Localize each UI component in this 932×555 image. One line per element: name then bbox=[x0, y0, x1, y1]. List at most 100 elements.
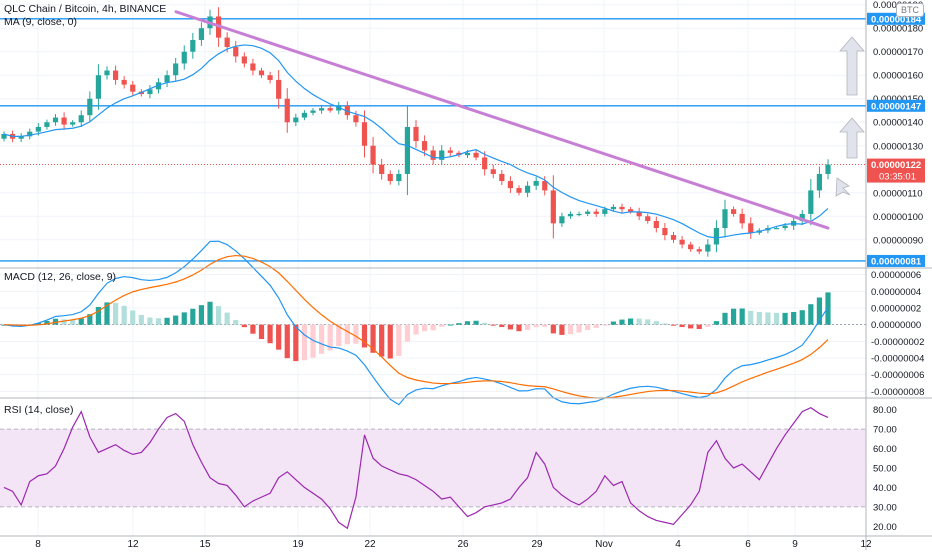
level-price-tag-label: 0.00000147 bbox=[871, 101, 921, 112]
candle-body bbox=[490, 169, 496, 174]
time-axis-label: 26 bbox=[457, 539, 469, 550]
candle-body bbox=[336, 105, 342, 111]
macd-histogram-bar bbox=[353, 324, 359, 344]
price-axis-label: 0.00000130 bbox=[873, 141, 923, 152]
macd-histogram-bar bbox=[301, 324, 308, 361]
candle-body bbox=[190, 39, 196, 52]
candle-body bbox=[748, 223, 754, 233]
candle-body bbox=[559, 216, 565, 224]
macd-histogram-bar bbox=[181, 312, 187, 325]
macd-histogram-bar bbox=[198, 305, 205, 325]
macd-histogram-bar bbox=[215, 306, 222, 325]
candle-body bbox=[482, 157, 488, 170]
macd-histogram-bar bbox=[782, 312, 788, 325]
level-price-tag bbox=[867, 254, 925, 267]
macd-histogram-bar bbox=[748, 310, 754, 325]
macd-indicator-label[interactable]: MACD (12, 26, close, 9) bbox=[4, 271, 117, 283]
macd-axis-label: 0.00000004 bbox=[871, 287, 921, 298]
up-arrow-icon bbox=[839, 36, 865, 96]
candle-body bbox=[808, 190, 814, 214]
macd-histogram-bar bbox=[593, 324, 599, 328]
current-price-label: 0.00000122 bbox=[871, 160, 921, 171]
candle-body bbox=[430, 150, 436, 160]
candle-body bbox=[730, 209, 737, 214]
rsi-indicator-label[interactable]: RSI (14, close) bbox=[4, 404, 74, 416]
candle-body bbox=[722, 209, 728, 229]
macd-histogram-bar bbox=[688, 324, 694, 329]
macd-histogram-bar bbox=[164, 317, 170, 325]
candle-body bbox=[585, 211, 591, 214]
candle-body bbox=[1, 134, 7, 139]
candle-body bbox=[44, 122, 50, 127]
candle-body bbox=[104, 70, 110, 76]
macd-histogram-bar bbox=[336, 324, 342, 347]
macd-histogram-bar bbox=[258, 324, 265, 339]
macd-histogram-bar bbox=[430, 324, 436, 331]
macd-histogram-bar bbox=[190, 308, 196, 325]
ma-indicator-label[interactable]: MA (9, close, 0) bbox=[4, 16, 77, 28]
rsi-band bbox=[0, 429, 866, 507]
candle-body bbox=[550, 190, 556, 224]
candle-body bbox=[181, 51, 187, 64]
macd-histogram-bar bbox=[825, 292, 831, 325]
macd-histogram-bar bbox=[662, 323, 668, 325]
macd-histogram-bar bbox=[233, 320, 239, 325]
candle-body bbox=[78, 115, 84, 123]
candle-body bbox=[773, 228, 780, 230]
candle-body bbox=[619, 206, 625, 210]
rsi-axis-label: 80.00 bbox=[873, 405, 897, 416]
candle-body bbox=[610, 206, 617, 210]
macd-histogram-bar bbox=[653, 321, 659, 325]
candle-body bbox=[95, 75, 102, 99]
macd-histogram-bar bbox=[619, 319, 625, 325]
candle-body bbox=[293, 117, 299, 123]
candle-body bbox=[464, 152, 471, 156]
macd-histogram-bar bbox=[567, 324, 574, 335]
macd-histogram-bar bbox=[52, 318, 59, 325]
macd-histogram-bar bbox=[207, 301, 213, 325]
macd-histogram-bar bbox=[310, 324, 316, 358]
macd-histogram-bar bbox=[696, 324, 702, 329]
macd-histogram-bar bbox=[421, 324, 428, 332]
time-axis-label: 29 bbox=[531, 539, 543, 550]
price-axis-label: 0.00000110 bbox=[873, 188, 923, 199]
macd-histogram-bar bbox=[516, 324, 522, 332]
current-price-tag bbox=[867, 158, 925, 183]
macd-histogram-bar bbox=[524, 324, 531, 330]
up-arrow-icon bbox=[839, 117, 865, 159]
macd-axis-label: -0.00000004 bbox=[871, 354, 924, 365]
level-price-tag bbox=[867, 99, 925, 112]
macd-histogram-bar bbox=[670, 324, 677, 326]
candle-body bbox=[284, 98, 290, 123]
macd-histogram-bar bbox=[112, 303, 119, 325]
countdown-label: 03:35:01 bbox=[879, 172, 916, 183]
macd-axis-label: -0.00000008 bbox=[871, 387, 924, 398]
candle-body bbox=[241, 56, 247, 64]
macd-histogram-bar bbox=[456, 323, 462, 325]
macd-histogram-bar bbox=[387, 324, 393, 359]
macd-histogram-bar bbox=[95, 306, 102, 325]
candle-body bbox=[121, 79, 127, 85]
macd-histogram-bar bbox=[370, 324, 376, 353]
macd-histogram-bar bbox=[816, 297, 823, 325]
macd-histogram-bar bbox=[576, 324, 582, 333]
rsi-axis-label: 30.00 bbox=[873, 502, 897, 513]
macd-histogram-bar bbox=[173, 315, 179, 325]
currency-badge[interactable]: BTC bbox=[896, 3, 924, 17]
macd-histogram-bar bbox=[722, 312, 728, 325]
macd-histogram-bar bbox=[542, 324, 548, 327]
candle-body bbox=[70, 122, 76, 125]
macd-histogram-bar bbox=[791, 312, 797, 325]
macd-histogram-bar bbox=[87, 314, 93, 325]
macd-histogram-bar bbox=[679, 324, 685, 328]
trendline bbox=[174, 10, 830, 230]
macd-histogram-bar bbox=[396, 324, 402, 357]
candle-body bbox=[276, 79, 282, 99]
symbol-title: QLC Chain / Bitcoin, 4h, BINANCE bbox=[4, 3, 167, 15]
price-axis-label: 0.00000100 bbox=[873, 212, 923, 223]
macd-histogram-bar bbox=[636, 318, 642, 325]
macd-histogram-bar bbox=[284, 324, 290, 359]
macd-histogram-bar bbox=[413, 324, 419, 335]
